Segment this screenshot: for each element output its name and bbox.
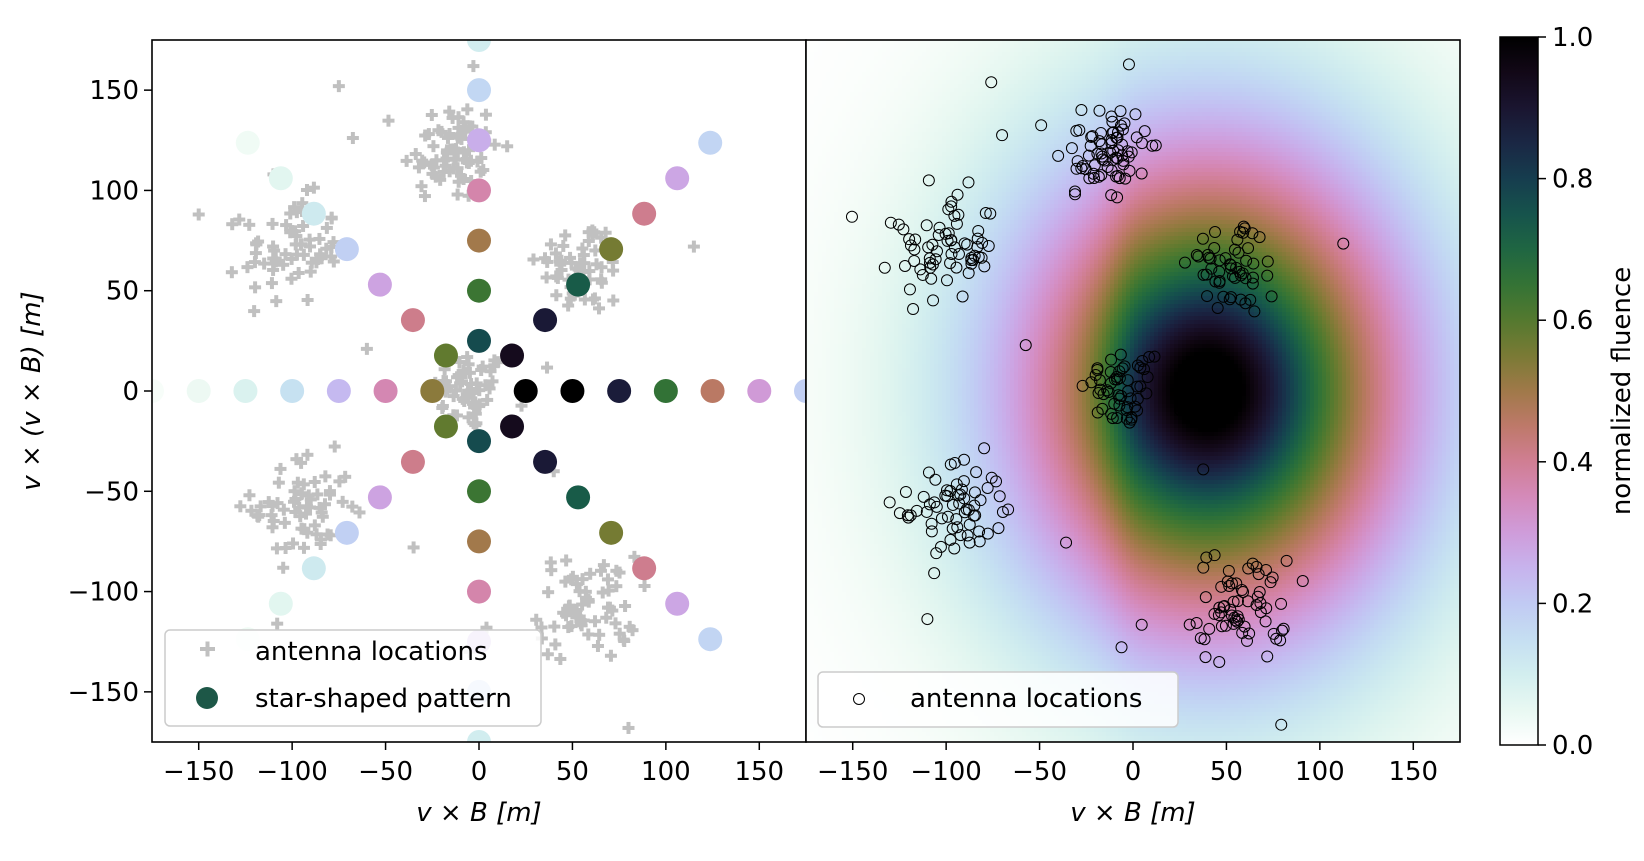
colorbar-tick-label: 0.2 (1552, 589, 1593, 619)
star-pattern-point (514, 379, 538, 403)
star-pattern-point (280, 379, 304, 403)
right-x-tick-label: 0 (1125, 757, 1142, 787)
colorbar-tick-label: 0.6 (1552, 306, 1593, 336)
left-x-tick-label: 150 (734, 757, 784, 787)
star-pattern-point (599, 521, 623, 545)
left-x-tick-label: −150 (163, 757, 234, 787)
star-pattern-point (665, 166, 689, 190)
star-pattern-point (233, 379, 257, 403)
star-pattern-point (467, 429, 491, 453)
star-pattern-point (467, 279, 491, 303)
star-pattern-point (434, 344, 458, 368)
right-x-tick-label: −50 (1012, 757, 1067, 787)
left-y-tick-label: −150 (68, 678, 139, 708)
star-pattern-point (236, 131, 260, 155)
star-pattern-point (747, 379, 771, 403)
star-pattern-point (566, 485, 590, 509)
left-panel: −150 −100 −50 0 50 100 150 −150 −100 −50 0 50 100 15… (17, 28, 818, 828)
colorbar-tick-label: 1.0 (1552, 23, 1593, 53)
star-pattern-point (632, 202, 656, 226)
star-pattern-point (665, 592, 689, 616)
colorbar-tick-label: 0.8 (1552, 165, 1593, 195)
colorbar-bar (1500, 37, 1538, 745)
star-pattern-point (698, 627, 722, 651)
right-x-tick-label: 150 (1388, 757, 1438, 787)
star-pattern-point (599, 237, 623, 261)
legend-antenna-label: antenna locations (255, 637, 487, 667)
left-y-tick-label: 100 (89, 176, 139, 206)
colorbar-tick-label: 0.4 (1552, 448, 1593, 478)
legend-right-antenna-label: antenna locations (910, 684, 1142, 714)
colorbar: 0.0 0.2 0.4 0.6 0.8 1.0 normalized fluence (1500, 23, 1637, 761)
star-pattern-point (698, 131, 722, 155)
star-pattern-point (335, 237, 359, 261)
star-pattern-point (302, 202, 326, 226)
legend-star-label: star-shaped pattern (255, 684, 512, 714)
left-legend: antenna locations star-shaped pattern (165, 630, 541, 726)
left-y-tick-label: 0 (122, 377, 139, 407)
left-y-tick-label: −100 (68, 578, 139, 608)
star-pattern-point (467, 178, 491, 202)
left-x-tick-label: −100 (256, 757, 327, 787)
star-pattern-point (533, 450, 557, 474)
star-pattern-point (607, 379, 631, 403)
right-panel: −150 −100 −50 0 50 100 150 v × B [m] antenna l… (806, 40, 1463, 828)
left-y-ticks: −150 −100 −50 0 50 100 150 (68, 76, 152, 708)
star-pattern-point (420, 379, 444, 403)
right-x-tick-label: 50 (1210, 757, 1243, 787)
star-pattern-point (467, 329, 491, 353)
left-y-tick-label: −50 (84, 477, 139, 507)
colorbar-tick-label: 0.0 (1552, 731, 1593, 761)
star-pattern-point (533, 308, 557, 332)
star-pattern-point (327, 379, 351, 403)
left-x-ticks: −150 −100 −50 0 50 100 150 (163, 742, 784, 787)
star-pattern-point (654, 379, 678, 403)
left-x-tick-label: −50 (358, 757, 413, 787)
star-pattern-point (269, 592, 293, 616)
star-pattern-point (467, 529, 491, 553)
figure: −150 −100 −50 0 50 100 150 −150 −100 −50 0 50 100 15… (0, 0, 1644, 861)
star-pattern-point (467, 580, 491, 604)
star-pattern-point (269, 166, 293, 190)
star-pattern-point (374, 379, 398, 403)
right-x-tick-label: −150 (817, 757, 888, 787)
star-pattern-point (467, 479, 491, 503)
colorbar-ticks: 0.0 0.2 0.4 0.6 0.8 1.0 (1538, 23, 1593, 761)
star-pattern-point (467, 78, 491, 102)
star-pattern-point (187, 379, 211, 403)
legend-star-circle-icon (196, 687, 218, 709)
right-x-label: v × B [m] (1070, 798, 1195, 828)
star-pattern-point (335, 521, 359, 545)
star-pattern-point (434, 414, 458, 438)
star-pattern-point (500, 344, 524, 368)
right-x-tick-label: −100 (910, 757, 981, 787)
star-pattern-point (302, 556, 326, 580)
star-pattern-point (467, 229, 491, 253)
star-pattern-point (401, 308, 425, 332)
fluence-heatmap (806, 40, 1463, 745)
right-x-ticks: −150 −100 −50 0 50 100 150 (817, 742, 1438, 787)
left-x-tick-label: 0 (471, 757, 488, 787)
left-x-label: v × B [m] (416, 798, 541, 828)
colorbar-label: normalized fluence (1607, 267, 1637, 515)
left-x-tick-label: 50 (556, 757, 589, 787)
star-pattern-point (368, 273, 392, 297)
star-pattern-point (632, 556, 656, 580)
right-x-tick-label: 100 (1295, 757, 1345, 787)
star-pattern-point (560, 379, 584, 403)
star-pattern-point (701, 379, 725, 403)
star-pattern-point (467, 128, 491, 152)
left-y-tick-label: 150 (89, 76, 139, 106)
left-x-tick-label: 100 (641, 757, 691, 787)
left-y-tick-label: 50 (106, 277, 139, 307)
star-pattern-point (500, 414, 524, 438)
right-legend: antenna locations (818, 672, 1178, 727)
star-pattern-point (566, 273, 590, 297)
star-pattern-point (401, 450, 425, 474)
left-y-label: v × (v × B) [m] (17, 291, 47, 490)
star-pattern-point (368, 485, 392, 509)
